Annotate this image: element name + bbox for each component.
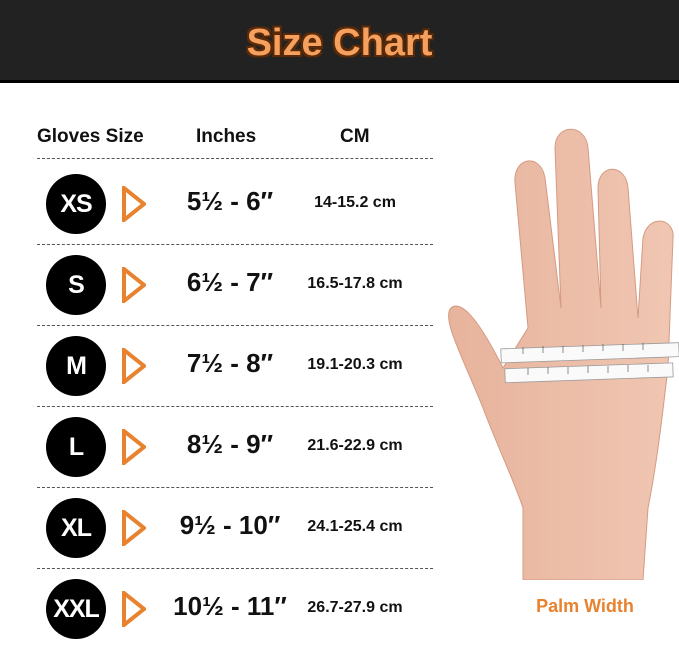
- size-row: XL 9½ - 10″ 24.1-25.4 cm: [0, 488, 440, 568]
- size-row: XS 5½ - 6″ 14-15.2 cm: [0, 164, 440, 244]
- arrow-right-icon: [122, 348, 146, 384]
- arrow-right-icon: [122, 429, 146, 465]
- inches-value: 7½ - 8″: [186, 348, 274, 378]
- arrow-right-icon: [122, 591, 146, 627]
- inches-value: 9½ - 10″: [179, 510, 281, 540]
- row-divider: [37, 158, 433, 159]
- size-badge: L: [46, 417, 106, 477]
- size-row: S 6½ - 7″ 16.5-17.8 cm: [0, 245, 440, 325]
- arrow-right-icon: [122, 510, 146, 546]
- row-divider: [37, 487, 433, 488]
- row-divider: [37, 244, 433, 245]
- inches-value: 6½ - 7″: [186, 267, 274, 297]
- cm-value: 19.1-20.3 cm: [307, 356, 403, 373]
- palm-width-label: Palm Width: [536, 596, 634, 616]
- column-header-inches: Inches: [196, 126, 257, 147]
- size-badge: XL: [46, 498, 106, 558]
- cm-value: 14-15.2 cm: [314, 194, 396, 211]
- inches-value: 5½ - 6″: [186, 186, 274, 216]
- size-badge: S: [46, 255, 106, 315]
- inches-value: 10½ - 11″: [173, 591, 287, 621]
- inches-value: 8½ - 9″: [186, 429, 274, 459]
- row-divider: [37, 568, 433, 569]
- size-badge: XS: [46, 174, 106, 234]
- column-header-cm: CM: [340, 126, 370, 147]
- size-badge: M: [46, 336, 106, 396]
- size-row: XXL 10½ - 11″ 26.7-27.9 cm: [0, 569, 440, 649]
- hand-measurement-image: [448, 128, 679, 580]
- arrow-right-icon: [122, 267, 146, 303]
- arrow-right-icon: [122, 186, 146, 222]
- row-divider: [37, 406, 433, 407]
- cm-value: 26.7-27.9 cm: [307, 599, 403, 616]
- cm-value: 24.1-25.4 cm: [307, 518, 403, 535]
- header-bar: [0, 0, 679, 83]
- cm-value: 21.6-22.9 cm: [307, 437, 403, 454]
- column-header-size: Gloves Size: [37, 126, 144, 147]
- row-divider: [37, 325, 433, 326]
- size-row: M 7½ - 8″ 19.1-20.3 cm: [0, 326, 440, 406]
- size-row: L 8½ - 9″ 21.6-22.9 cm: [0, 407, 440, 487]
- cm-value: 16.5-17.8 cm: [307, 275, 403, 292]
- page-title: Size Chart: [246, 22, 433, 64]
- size-badge: XXL: [46, 579, 106, 639]
